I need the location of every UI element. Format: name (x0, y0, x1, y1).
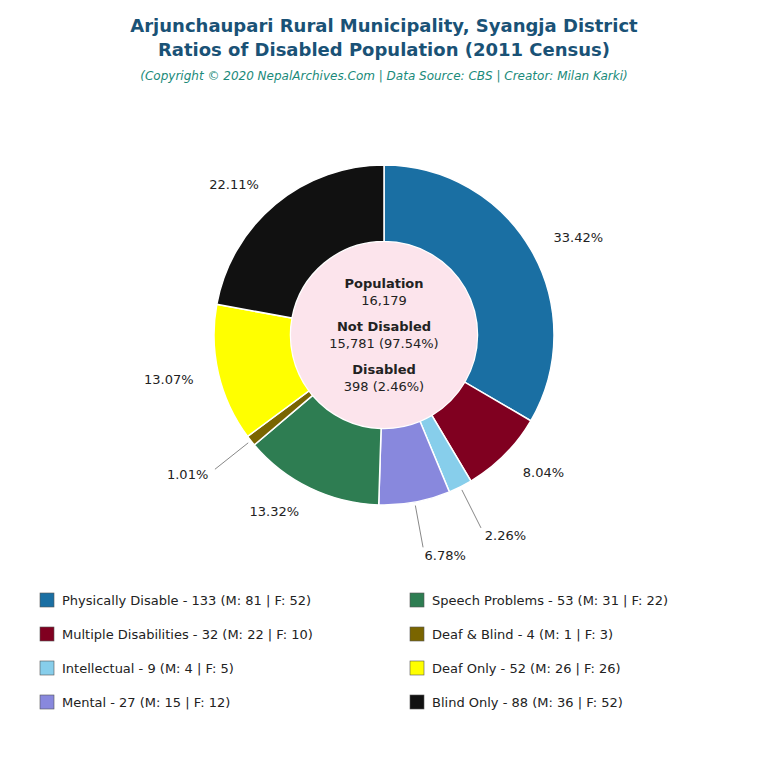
data-label: 33.42% (554, 230, 604, 245)
center-text: 16,179 (361, 293, 407, 308)
legend-swatch (410, 593, 424, 607)
background (0, 0, 768, 768)
center-text: Not Disabled (337, 319, 431, 334)
data-label: 22.11% (209, 177, 259, 192)
legend-swatch (40, 695, 54, 709)
legend-label: Intellectual - 9 (M: 4 | F: 5) (62, 661, 234, 676)
legend-swatch (410, 627, 424, 641)
center-text: Disabled (352, 362, 416, 377)
data-label: 13.32% (249, 504, 299, 519)
data-labels: 33.42% 8.04% 2.26% 6.78% 13.32% 1.01% 13.07% 22… (144, 177, 603, 563)
leader-line (462, 490, 481, 528)
center-circle (291, 242, 477, 428)
legend-label: Mental - 27 (M: 15 | F: 12) (62, 695, 230, 710)
center-text: 15,781 (97.54%) (329, 336, 438, 351)
leader-line (215, 443, 248, 469)
legend-swatch (40, 661, 54, 675)
data-label: 13.07% (144, 372, 194, 387)
title: Arjunchaupari Rural Municipality, Syangj… (130, 15, 638, 60)
legend-swatch (40, 593, 54, 607)
legend-swatch (40, 627, 54, 641)
slices (214, 165, 554, 505)
center-text: 398 (2.46%) (344, 379, 424, 394)
data-label: 8.04% (523, 465, 564, 480)
legend-label: Physically Disable - 133 (M: 81 | F: 52) (62, 593, 311, 608)
slice (379, 421, 450, 505)
legend-swatch (410, 661, 424, 675)
legend: Physically Disable - 133 (M: 81 | F: 52)… (40, 593, 668, 710)
chart: Arjunchaupari Rural Municipality, Syangj… (0, 0, 768, 768)
legend-label: Deaf Only - 52 (M: 26 | F: 26) (432, 661, 621, 676)
data-label: 6.78% (425, 548, 466, 563)
legend-label: Speech Problems - 53 (M: 31 | F: 22) (432, 593, 668, 608)
legend-label: Deaf & Blind - 4 (M: 1 | F: 3) (432, 627, 613, 642)
leader-line (415, 506, 423, 548)
center-text: Population (344, 276, 423, 291)
legend-swatch (410, 695, 424, 709)
data-label: 1.01% (167, 467, 208, 482)
legend-label: Blind Only - 88 (M: 36 | F: 52) (432, 695, 623, 710)
legend-label: Multiple Disabilities - 32 (M: 22 | F: 1… (62, 627, 313, 642)
data-label: 2.26% (485, 528, 526, 543)
subtitle: (Copyright © 2020 NepalArchives.Com | Da… (140, 69, 627, 83)
